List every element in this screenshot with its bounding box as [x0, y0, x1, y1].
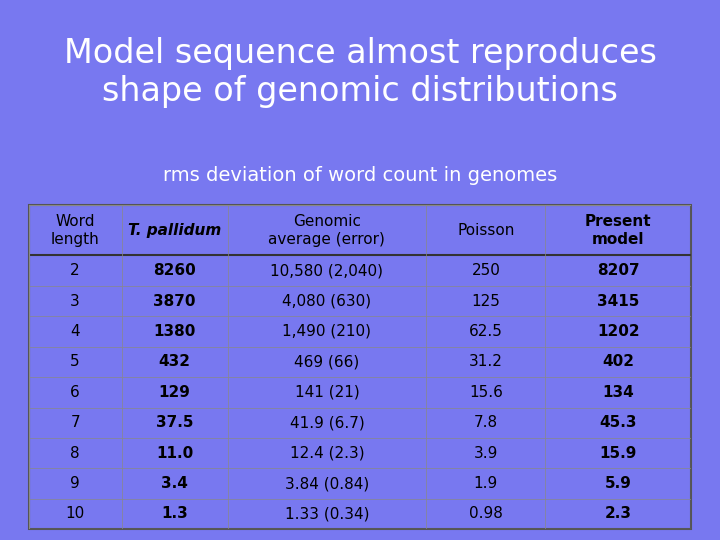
Text: 4: 4: [71, 324, 80, 339]
Text: 129: 129: [158, 385, 191, 400]
Text: 45.3: 45.3: [600, 415, 637, 430]
Text: 10: 10: [66, 507, 85, 522]
Text: 3: 3: [71, 294, 80, 308]
Text: 3415: 3415: [597, 294, 639, 308]
Text: 1.33 (0.34): 1.33 (0.34): [284, 507, 369, 522]
Text: 4,080 (630): 4,080 (630): [282, 294, 372, 308]
Text: 15.6: 15.6: [469, 385, 503, 400]
Text: 1.9: 1.9: [474, 476, 498, 491]
Text: 5.9: 5.9: [605, 476, 631, 491]
Text: Genomic
average (error): Genomic average (error): [269, 214, 385, 246]
Text: 469 (66): 469 (66): [294, 354, 359, 369]
Text: T. pallidum: T. pallidum: [128, 223, 221, 238]
Text: 3.9: 3.9: [474, 446, 498, 461]
Text: 8207: 8207: [597, 263, 639, 278]
Text: 62.5: 62.5: [469, 324, 503, 339]
Text: Present
model: Present model: [585, 214, 652, 246]
Text: 7: 7: [71, 415, 80, 430]
Text: 432: 432: [158, 354, 191, 369]
Text: 5: 5: [71, 354, 80, 369]
Text: 141 (21): 141 (21): [294, 385, 359, 400]
Text: 9: 9: [71, 476, 80, 491]
Text: Poisson: Poisson: [457, 223, 515, 238]
Text: 125: 125: [472, 294, 500, 308]
Text: 31.2: 31.2: [469, 354, 503, 369]
Text: 3.4: 3.4: [161, 476, 188, 491]
Text: 3.84 (0.84): 3.84 (0.84): [284, 476, 369, 491]
Text: 37.5: 37.5: [156, 415, 193, 430]
Text: 134: 134: [603, 385, 634, 400]
Text: Word
length: Word length: [51, 214, 99, 246]
Text: 12.4 (2.3): 12.4 (2.3): [289, 446, 364, 461]
Text: rms deviation of word count in genomes: rms deviation of word count in genomes: [163, 166, 557, 185]
Text: Model sequence almost reproduces
shape of genomic distributions: Model sequence almost reproduces shape o…: [63, 37, 657, 108]
Text: 1380: 1380: [153, 324, 196, 339]
Text: 8260: 8260: [153, 263, 196, 278]
Text: 0.98: 0.98: [469, 507, 503, 522]
Text: 10,580 (2,040): 10,580 (2,040): [271, 263, 383, 278]
Text: 6: 6: [71, 385, 80, 400]
Text: 3870: 3870: [153, 294, 196, 308]
Text: 250: 250: [472, 263, 500, 278]
Text: 2: 2: [71, 263, 80, 278]
Text: 41.9 (6.7): 41.9 (6.7): [289, 415, 364, 430]
Text: 7.8: 7.8: [474, 415, 498, 430]
Text: 2.3: 2.3: [605, 507, 632, 522]
Text: 8: 8: [71, 446, 80, 461]
Text: 15.9: 15.9: [600, 446, 637, 461]
Text: 11.0: 11.0: [156, 446, 193, 461]
Text: 1202: 1202: [597, 324, 639, 339]
Text: 1,490 (210): 1,490 (210): [282, 324, 372, 339]
Text: 1.3: 1.3: [161, 507, 188, 522]
Text: 402: 402: [603, 354, 634, 369]
